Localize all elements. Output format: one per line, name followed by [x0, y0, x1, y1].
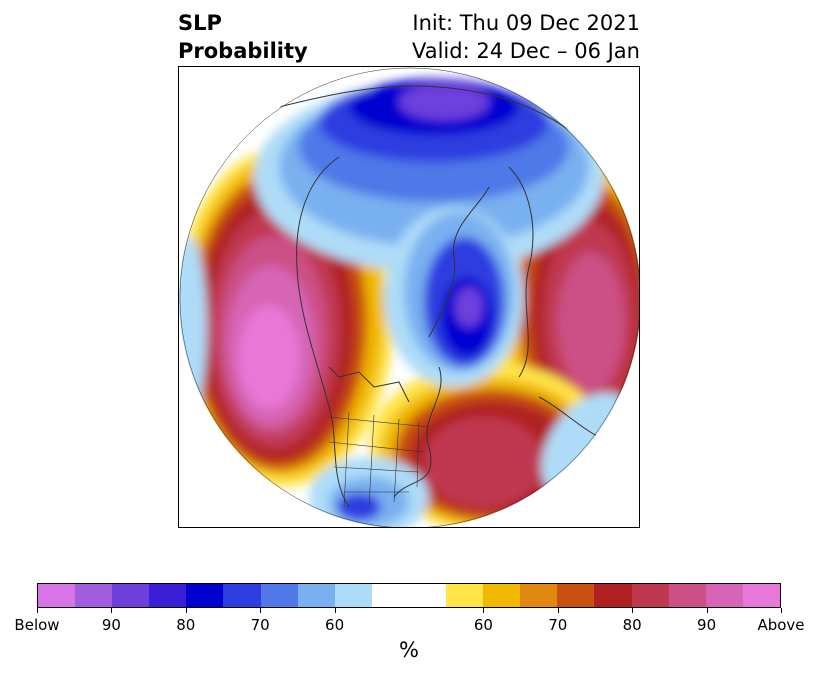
colorbar-tick-label: 70 — [250, 616, 270, 634]
colorbar-segment — [112, 584, 150, 607]
colorbar-segment — [742, 584, 780, 607]
colorbar-tick — [334, 608, 336, 613]
colorbar-segment — [38, 584, 76, 607]
colorbar-segment — [668, 584, 706, 607]
colorbar-segment — [520, 584, 558, 607]
colorbar-unit-label: % — [399, 638, 419, 662]
polar-map — [178, 66, 640, 528]
colorbar-tick-label: 60 — [325, 616, 345, 634]
colorbar-tick — [706, 608, 708, 613]
colorbar-tick — [781, 608, 782, 613]
colorbar-segment — [631, 584, 669, 607]
colorbar-segment — [371, 584, 409, 607]
colorbar-tick — [260, 608, 262, 613]
colorbar-segment — [223, 584, 261, 607]
colorbar-tick-label: Above — [757, 616, 805, 634]
colorbar-tick — [111, 608, 113, 613]
colorbar-segment — [75, 584, 113, 607]
colorbar-segment — [705, 584, 743, 607]
colorbar-tick-label: 90 — [101, 616, 121, 634]
colorbar-segment — [149, 584, 187, 607]
colorbar-tick — [557, 608, 559, 613]
colorbar-segment — [557, 584, 595, 607]
colorbar-tick — [483, 608, 485, 613]
colorbar-segment — [408, 584, 447, 607]
init-date: Init: Thu 09 Dec 2021 — [412, 11, 640, 35]
colorbar-tick-label: Below — [14, 616, 60, 634]
map-title-right: Init: Thu 09 Dec 2021 Valid: 24 Dec – 06… — [412, 9, 640, 65]
colorbar-segment — [446, 584, 484, 607]
map-title-left: SLP Probability — [178, 9, 308, 65]
colorbar — [37, 583, 781, 608]
colorbar-tick-label: 90 — [697, 616, 717, 634]
colorbar-segment — [186, 584, 224, 607]
colorbar-tick — [37, 608, 38, 613]
colorbar-tick — [185, 608, 187, 613]
colorbar-tick — [632, 608, 634, 613]
colorbar-tick-label: 80 — [622, 616, 642, 634]
product-title: Probability — [178, 39, 308, 63]
colorbar-segment — [334, 584, 372, 607]
colorbar-segment — [483, 584, 521, 607]
probability-map-graphic — [179, 67, 639, 527]
colorbar-tick-label: 60 — [473, 616, 493, 634]
variable-title: SLP — [178, 11, 222, 35]
valid-period: Valid: 24 Dec – 06 Jan — [411, 39, 640, 63]
colorbar-segment — [297, 584, 335, 607]
colorbar-segment — [260, 584, 298, 607]
colorbar-segment — [594, 584, 632, 607]
colorbar-tick-label: 80 — [176, 616, 196, 634]
colorbar-tick-label: 70 — [548, 616, 568, 634]
